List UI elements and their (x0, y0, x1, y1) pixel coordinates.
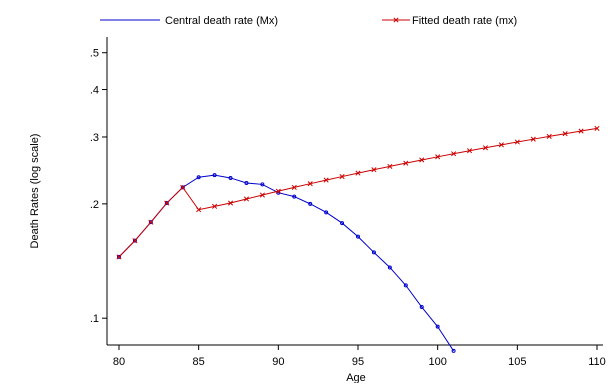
data-point-fitted (514, 139, 520, 145)
data-point-fitted (371, 167, 377, 173)
data-point-fitted (339, 174, 345, 180)
y-tick-label: .3 (90, 132, 99, 144)
x-tick-label: 80 (113, 356, 125, 368)
data-point-fitted (275, 188, 281, 194)
data-point-fitted (323, 177, 329, 183)
legend-marker-fitted-death-rate (393, 17, 399, 23)
data-point-fitted (116, 254, 122, 260)
data-point-central (164, 201, 169, 206)
data-point-central (196, 175, 201, 180)
data-point-fitted (546, 133, 552, 139)
x-tick-label: 90 (272, 356, 284, 368)
data-point-fitted (148, 219, 154, 225)
data-point-fitted (562, 131, 568, 137)
series-line-central-death-rate (118, 174, 455, 352)
data-point-central (260, 182, 265, 187)
y-axis-title: Death Rates (log scale) (29, 134, 41, 249)
data-point-central (244, 180, 249, 185)
legend-x-marker (393, 17, 399, 23)
data-point-central (371, 250, 376, 255)
data-point-fitted (578, 128, 584, 134)
data-point-fitted (451, 151, 457, 157)
legend-label-fitted-death-rate: Fitted death rate (mx) (412, 15, 517, 27)
x-tick-label: 110 (588, 356, 606, 368)
data-point-fitted (132, 238, 138, 244)
y-axis-ticks: .1 .2 .3 .4 .5 (90, 48, 107, 325)
data-point-fitted (212, 203, 218, 209)
data-point-fitted (403, 160, 409, 166)
data-point-central (308, 201, 313, 206)
y-tick-label: .4 (90, 85, 99, 97)
data-point-fitted (196, 207, 202, 213)
data-point-central (292, 194, 297, 199)
legend-label-central-death-rate: Central death rate (Mx) (165, 15, 278, 27)
data-point-central (419, 305, 424, 310)
data-point-fitted (227, 200, 234, 206)
data-point-fitted (259, 192, 265, 198)
data-point-fitted (387, 163, 393, 169)
data-point-central (228, 175, 233, 180)
data-point-central (132, 238, 137, 243)
data-point-fitted (498, 142, 504, 148)
data-point-central (435, 324, 440, 329)
data-point-fitted (594, 125, 600, 131)
data-point-fitted (307, 181, 313, 187)
data-point-central (324, 210, 329, 215)
legend: Central death rate (Mx) Fitted death rat… (100, 15, 517, 27)
x-tick-label: 85 (193, 356, 205, 368)
data-point-central (148, 220, 153, 225)
x-axis-ticks: 80 85 90 95 100 105 110 (113, 345, 606, 368)
y-tick-label: .1 (90, 313, 99, 325)
data-point-central (403, 283, 408, 288)
data-point-fitted (164, 200, 170, 206)
data-point-fitted (291, 184, 297, 190)
data-point-central (117, 254, 121, 259)
data-point-central (387, 265, 392, 270)
data-point-central (212, 173, 217, 178)
x-tick-label: 100 (428, 356, 446, 368)
plot-area (116, 125, 600, 353)
data-point-central (340, 221, 345, 226)
data-point-fitted (435, 154, 441, 160)
data-point-central (356, 234, 360, 239)
data-point-fitted (419, 157, 425, 163)
data-point-fitted (482, 145, 489, 151)
data-point-central (451, 348, 456, 353)
data-point-fitted (466, 148, 473, 154)
data-point-fitted (355, 170, 361, 176)
x-axis-title: Age (346, 372, 366, 383)
x-tick-label: 95 (352, 356, 364, 368)
y-tick-label: .5 (90, 48, 99, 60)
y-tick-label: .2 (90, 199, 99, 211)
data-point-central (180, 185, 185, 190)
data-point-fitted (530, 136, 536, 142)
data-point-fitted (243, 196, 250, 202)
data-point-fitted (180, 184, 186, 190)
x-tick-label: 105 (508, 356, 526, 368)
